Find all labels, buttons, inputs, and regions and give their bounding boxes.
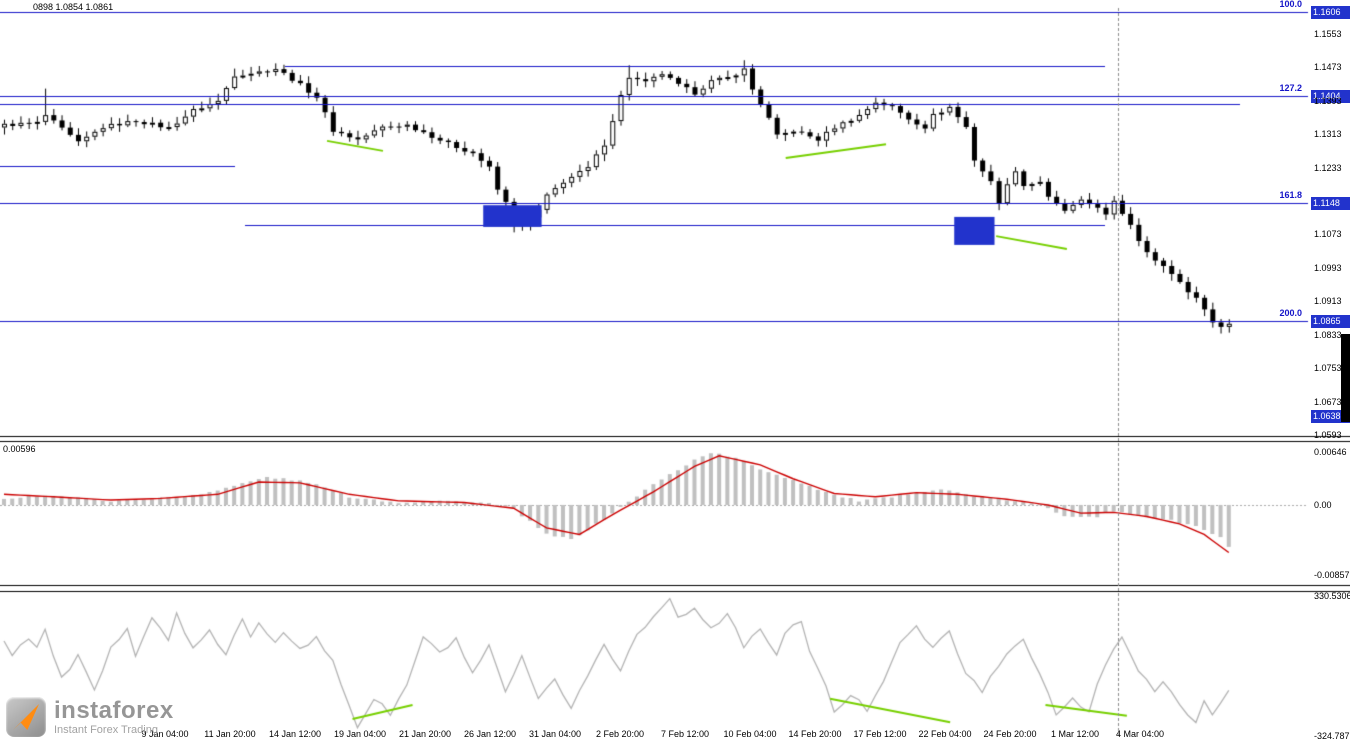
instaforex-logo-icon	[6, 697, 46, 737]
macd-current-value: 0.00596	[3, 444, 36, 454]
axis-artifact-bar	[1341, 334, 1350, 422]
ohlc-info: 0898 1.0854 1.0861	[33, 2, 114, 12]
logo-brand-text: instaforex	[54, 696, 174, 724]
logo-tagline-text: Instant Forex Trading	[54, 723, 158, 736]
instaforex-logo: instaforex Instant Forex Trading	[6, 697, 174, 737]
logo-text-wrap: instaforex Instant Forex Trading	[54, 696, 174, 736]
logo-arrow-shape	[13, 704, 39, 730]
